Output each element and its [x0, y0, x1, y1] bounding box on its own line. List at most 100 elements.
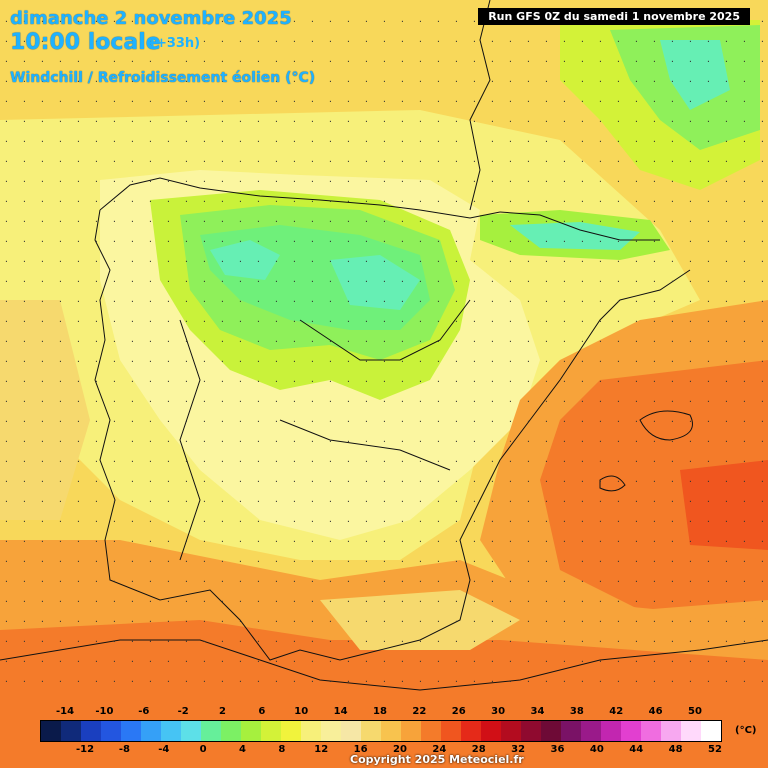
grid-value-mark: · [346, 157, 351, 166]
grid-value-mark: · [364, 577, 369, 586]
grid-value-mark: · [436, 457, 441, 466]
grid-value-mark: · [58, 637, 63, 646]
grid-value-mark: · [526, 257, 531, 266]
grid-value-mark: · [328, 317, 333, 326]
grid-value-mark: · [706, 37, 711, 46]
grid-value-mark: · [238, 437, 243, 446]
grid-value-mark: · [706, 57, 711, 66]
grid-value-mark: · [472, 17, 477, 26]
grid-value-mark: · [4, 477, 9, 486]
grid-value-mark: · [490, 117, 495, 126]
grid-value-mark: · [4, 257, 9, 266]
grid-value-mark: · [22, 377, 27, 386]
grid-value-mark: · [418, 57, 423, 66]
grid-value-mark: · [256, 217, 261, 226]
color-scale-swatch [521, 721, 541, 741]
grid-value-mark: · [562, 57, 567, 66]
grid-value-mark: · [634, 517, 639, 526]
grid-value-mark: · [364, 37, 369, 46]
grid-value-mark: · [382, 477, 387, 486]
grid-value-mark: · [328, 57, 333, 66]
grid-value-mark: · [166, 137, 171, 146]
grid-value-mark: · [760, 437, 765, 446]
grid-value-mark: · [724, 477, 729, 486]
color-scale-swatch [161, 721, 181, 741]
grid-value-mark: · [256, 577, 261, 586]
grid-value-mark: · [526, 617, 531, 626]
grid-value-mark: · [688, 277, 693, 286]
grid-value-mark: · [94, 197, 99, 206]
grid-value-mark: · [382, 517, 387, 526]
grid-value-mark: · [382, 357, 387, 366]
grid-value-mark: · [328, 417, 333, 426]
grid-value-mark: · [616, 37, 621, 46]
grid-value-mark: · [526, 317, 531, 326]
grid-value-mark: · [400, 237, 405, 246]
grid-value-mark: · [652, 577, 657, 586]
grid-value-mark: · [634, 537, 639, 546]
grid-value-mark: · [4, 657, 9, 666]
grid-value-mark: · [652, 377, 657, 386]
grid-value-mark: · [58, 237, 63, 246]
grid-value-mark: · [598, 437, 603, 446]
grid-value-mark: · [112, 217, 117, 226]
grid-value-mark: · [220, 537, 225, 546]
grid-value-mark: · [220, 237, 225, 246]
grid-value-mark: · [436, 97, 441, 106]
grid-value-mark: · [328, 357, 333, 366]
grid-value-mark: · [400, 297, 405, 306]
grid-value-mark: · [292, 197, 297, 206]
grid-value-mark: · [328, 597, 333, 606]
grid-value-mark: · [184, 357, 189, 366]
grid-value-mark: · [94, 17, 99, 26]
grid-value-mark: · [274, 297, 279, 306]
grid-value-mark: · [4, 377, 9, 386]
grid-value-mark: · [346, 297, 351, 306]
grid-value-mark: · [256, 117, 261, 126]
grid-value-mark: · [562, 637, 567, 646]
grid-value-mark: · [256, 477, 261, 486]
color-scale-swatch [321, 721, 341, 741]
grid-value-mark: · [4, 577, 9, 586]
grid-value-mark: · [616, 357, 621, 366]
grid-value-mark: · [562, 117, 567, 126]
grid-value-mark: · [580, 457, 585, 466]
grid-value-mark: · [616, 197, 621, 206]
grid-value-mark: · [724, 297, 729, 306]
grid-value-mark: · [652, 537, 657, 546]
grid-value-mark: · [490, 217, 495, 226]
grid-value-mark: · [310, 197, 315, 206]
grid-value-mark: · [94, 637, 99, 646]
grid-value-mark: · [112, 237, 117, 246]
grid-value-mark: · [256, 657, 261, 666]
grid-value-mark: · [724, 357, 729, 366]
grid-value-mark: · [40, 117, 45, 126]
grid-value-mark: · [652, 77, 657, 86]
grid-value-mark: · [310, 417, 315, 426]
grid-value-mark: · [562, 377, 567, 386]
grid-value-mark: · [706, 117, 711, 126]
grid-value-mark: · [490, 617, 495, 626]
grid-value-mark: · [436, 337, 441, 346]
grid-value-mark: · [544, 677, 549, 686]
grid-value-mark: · [454, 417, 459, 426]
grid-value-mark: · [220, 137, 225, 146]
grid-value-mark: · [130, 537, 135, 546]
grid-value-mark: · [274, 77, 279, 86]
grid-value-mark: · [598, 197, 603, 206]
grid-value-mark: · [454, 197, 459, 206]
grid-value-mark: · [544, 337, 549, 346]
scale-label-bottom: -4 [158, 744, 170, 755]
grid-value-mark: · [94, 397, 99, 406]
grid-value-mark: · [166, 597, 171, 606]
grid-value-mark: · [148, 97, 153, 106]
grid-value-mark: · [760, 597, 765, 606]
grid-value-mark: · [706, 617, 711, 626]
grid-value-mark: · [580, 77, 585, 86]
grid-value-mark: · [652, 157, 657, 166]
grid-value-mark: · [292, 77, 297, 86]
grid-value-mark: · [526, 497, 531, 506]
grid-value-mark: · [310, 637, 315, 646]
grid-value-mark: · [688, 517, 693, 526]
grid-value-mark: · [112, 77, 117, 86]
